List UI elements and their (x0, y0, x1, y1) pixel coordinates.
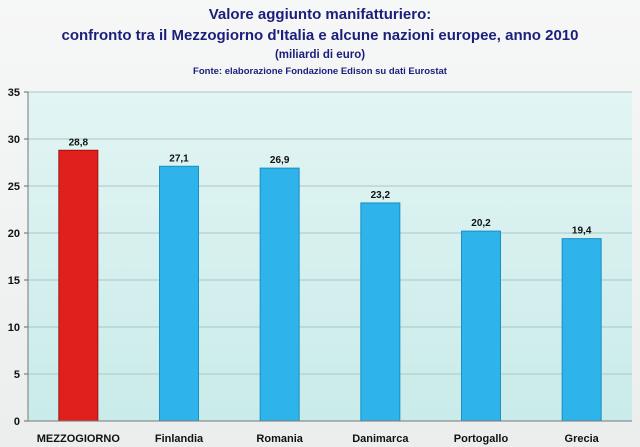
data-label: 26,9 (270, 155, 290, 166)
y-tick-label: 5 (14, 369, 20, 381)
y-axis-ticks: 0 5 10 15 20 25 30 35 (8, 87, 28, 428)
data-label: 23,2 (371, 190, 391, 201)
data-label: 19,4 (572, 226, 592, 237)
category-label: Portogallo (454, 433, 509, 445)
data-label: 27,1 (169, 153, 189, 164)
category-label: Romania (256, 433, 303, 445)
bar-mezzogiorno (58, 149, 99, 422)
chart-title: Valore aggiunto manifatturiero: (208, 6, 432, 23)
bar-romania (259, 167, 300, 422)
y-tick-label: 15 (8, 275, 20, 287)
chart-source: Fonte: elaborazione Fondazione Edison su… (193, 66, 447, 77)
x-axis-categories: MEZZOGIORNO Finlandia Romania Danimarca Port… (37, 433, 600, 445)
y-tick-label: 25 (8, 181, 20, 193)
y-tick-label: 0 (14, 416, 20, 428)
bar-portogallo (461, 230, 501, 422)
category-label: Finlandia (155, 433, 204, 445)
data-label: 20,2 (471, 218, 491, 229)
chart-subtitle: confronto tra il Mezzogiorno d'Italia e … (61, 27, 579, 44)
bar-danimarca (360, 202, 401, 422)
bar-finlandia (159, 165, 199, 422)
bar-grecia (561, 238, 602, 422)
y-tick-label: 10 (8, 322, 20, 334)
data-label: 28,8 (69, 137, 89, 148)
category-label: Grecia (565, 433, 600, 445)
chart-unit: (miliardi di euro) (274, 49, 366, 61)
y-tick-label: 20 (8, 228, 20, 240)
category-label: MEZZOGIORNO (37, 433, 121, 445)
data-labels: 28,8 27,1 26,9 23,2 20,2 19,4 (69, 137, 592, 236)
y-tick-label: 35 (8, 87, 20, 99)
y-tick-label: 30 (8, 134, 20, 146)
bars (58, 149, 602, 422)
category-label: Danimarca (352, 433, 409, 445)
plot-area (28, 92, 632, 421)
